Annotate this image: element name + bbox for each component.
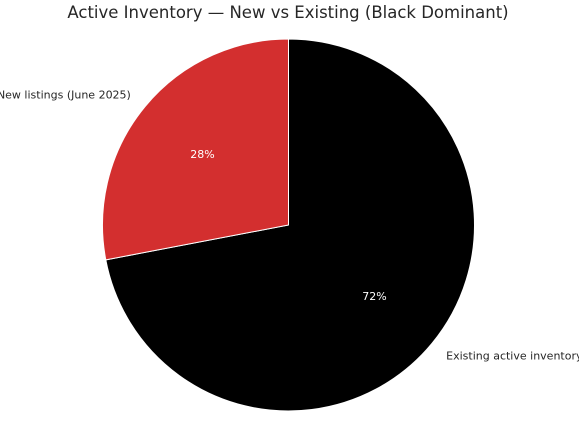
- pie-group: 72% Existing active inventory 28% New listi…: [0, 38, 579, 412]
- pct-label-existing-active-inventory: 72%: [362, 290, 386, 303]
- pie-slice-existing-active-inventory: [105, 38, 475, 412]
- chart-title: Active Inventory — New vs Existing (Blac…: [67, 3, 508, 22]
- pie-slice-new-listings-june-2025: [102, 38, 289, 261]
- slice-label-existing-active-inventory: Existing active inventory: [446, 349, 579, 362]
- pct-label-new-listings-june-2025: 28%: [190, 148, 214, 161]
- slice-label-new-listings-june-2025: New listings (June 2025): [0, 89, 131, 102]
